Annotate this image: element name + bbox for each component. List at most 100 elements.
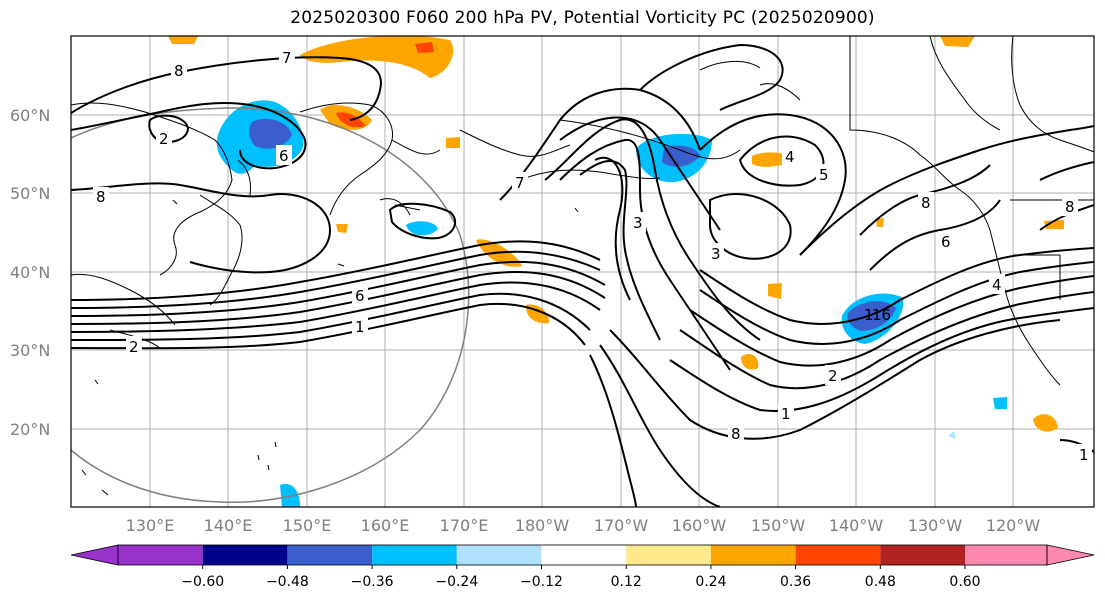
lon-label: 130°E xyxy=(126,516,175,535)
contour-label: 8 xyxy=(1065,198,1075,216)
lon-label: 120°W xyxy=(986,516,1041,535)
contour-label: 7 xyxy=(515,174,525,192)
latitude-labels: 60°N 50°N 40°N 30°N 20°N xyxy=(10,106,50,439)
contour-line xyxy=(71,56,382,121)
contour-line xyxy=(699,261,1094,345)
contour-labels: 7 8 6 8 6 1 2 3 5 4 3 2 1 8 xyxy=(93,46,1092,464)
lon-label: 140°W xyxy=(829,516,884,535)
contour-line xyxy=(609,319,1061,440)
lat-label: 20°N xyxy=(10,420,50,439)
lon-label: 160°E xyxy=(361,516,410,535)
positive-anomaly-patch xyxy=(741,354,759,370)
positive-anomaly-patch xyxy=(300,36,454,78)
lon-label: 160°W xyxy=(672,516,727,535)
contour-line xyxy=(699,247,1094,325)
positive-anomaly-patch xyxy=(336,224,348,233)
contour-line xyxy=(71,281,601,333)
negative-anomaly-core xyxy=(662,145,700,167)
lon-label: 150°W xyxy=(751,516,806,535)
contour-label: 7 xyxy=(282,49,292,67)
positive-anomaly-patch xyxy=(940,36,975,47)
lon-label: 130°W xyxy=(908,516,963,535)
lat-label: 30°N xyxy=(10,341,50,360)
longitude-labels: 130°E 140°E 150°E 160°E 170°E 180°W 170°… xyxy=(126,516,1041,535)
contour-label: 1 xyxy=(781,405,791,423)
contour-label: 3 xyxy=(711,245,721,263)
contour-line xyxy=(639,43,784,111)
positive-anomaly-patch xyxy=(1033,414,1058,432)
colorbar-segment xyxy=(287,545,373,565)
positive-anomaly-patch xyxy=(446,137,460,148)
contour-label: 16 xyxy=(872,306,891,324)
contour-label: 8 xyxy=(731,425,741,443)
contour-label: 1 xyxy=(864,306,874,324)
contour-line xyxy=(71,240,601,301)
contour-line xyxy=(71,260,606,317)
colorbar-segment xyxy=(456,545,542,565)
colorbar-segment xyxy=(710,545,796,565)
colorbar-segment xyxy=(795,545,881,565)
contour-line xyxy=(499,87,701,201)
colorbar-segment xyxy=(202,545,288,565)
pv-contours xyxy=(71,43,1094,507)
colorbar-segment xyxy=(626,545,711,565)
colorbar-tick-label: −0.12 xyxy=(520,574,563,590)
contour-label: 2 xyxy=(828,367,838,385)
colorbar-extend-low xyxy=(70,544,119,566)
colorbar-segment xyxy=(541,545,627,565)
contour-label: 5 xyxy=(819,166,829,184)
colorbar-ticks xyxy=(202,565,966,569)
contour-line xyxy=(594,157,631,301)
colorbar-tick-label: −0.24 xyxy=(435,574,478,590)
contour-label: 6 xyxy=(279,147,289,165)
colorbar-segment xyxy=(118,545,203,565)
lat-label: 50°N xyxy=(10,184,50,203)
contour-line xyxy=(589,354,637,507)
colorbar-tick-label: 0.12 xyxy=(611,574,642,590)
negative-anomaly-patch xyxy=(993,397,1007,409)
contour-line xyxy=(71,270,606,325)
contour-line xyxy=(544,118,761,341)
contour-line xyxy=(689,275,1094,367)
contour-line xyxy=(388,202,457,240)
colorbar-segment xyxy=(965,545,1047,565)
contour-label: 1 xyxy=(1079,446,1089,464)
contour-label: 1 xyxy=(355,318,365,336)
negative-anomaly-patch xyxy=(280,483,300,507)
colorbar-segment xyxy=(880,545,965,565)
colorbar-tick-label: 0.48 xyxy=(865,574,896,590)
contour-label: 4 xyxy=(992,276,1002,294)
contour-label: 6 xyxy=(941,233,951,251)
colorbar-tick-label: 0.60 xyxy=(949,574,980,590)
contour-line xyxy=(669,307,1094,412)
lon-label: 170°E xyxy=(440,516,489,535)
positive-anomaly-core xyxy=(415,42,434,53)
negative-anomaly-patch xyxy=(948,431,956,439)
contour-line xyxy=(559,138,731,371)
colorbar-tick-label: −0.48 xyxy=(266,574,309,590)
negative-anomaly-patch xyxy=(406,221,438,236)
positive-anomaly-patch xyxy=(768,283,782,299)
contour-label: 8 xyxy=(96,188,106,206)
contour-line xyxy=(679,291,1094,390)
contour-line xyxy=(71,250,601,309)
contour-label: 4 xyxy=(785,148,795,166)
lon-label: 140°E xyxy=(204,516,253,535)
contour-line xyxy=(599,344,721,507)
positive-anomaly-patch xyxy=(168,36,198,44)
positive-anomaly-patch xyxy=(876,218,884,227)
contour-line xyxy=(699,113,847,256)
negative-anomaly-core xyxy=(249,118,292,149)
contour-line xyxy=(71,101,307,170)
colorbar-tick-label: −0.36 xyxy=(351,574,394,590)
lon-label: 150°E xyxy=(283,516,332,535)
lon-label: 180°W xyxy=(515,516,570,535)
contour-line xyxy=(148,114,190,143)
contour-line xyxy=(579,160,661,341)
contour-line xyxy=(799,125,1094,256)
map-frame xyxy=(70,35,1095,508)
colorbar-tick-label: −0.60 xyxy=(181,574,224,590)
colorbar-tick-label: 0.36 xyxy=(780,574,811,590)
lat-label: 60°N xyxy=(10,106,50,125)
